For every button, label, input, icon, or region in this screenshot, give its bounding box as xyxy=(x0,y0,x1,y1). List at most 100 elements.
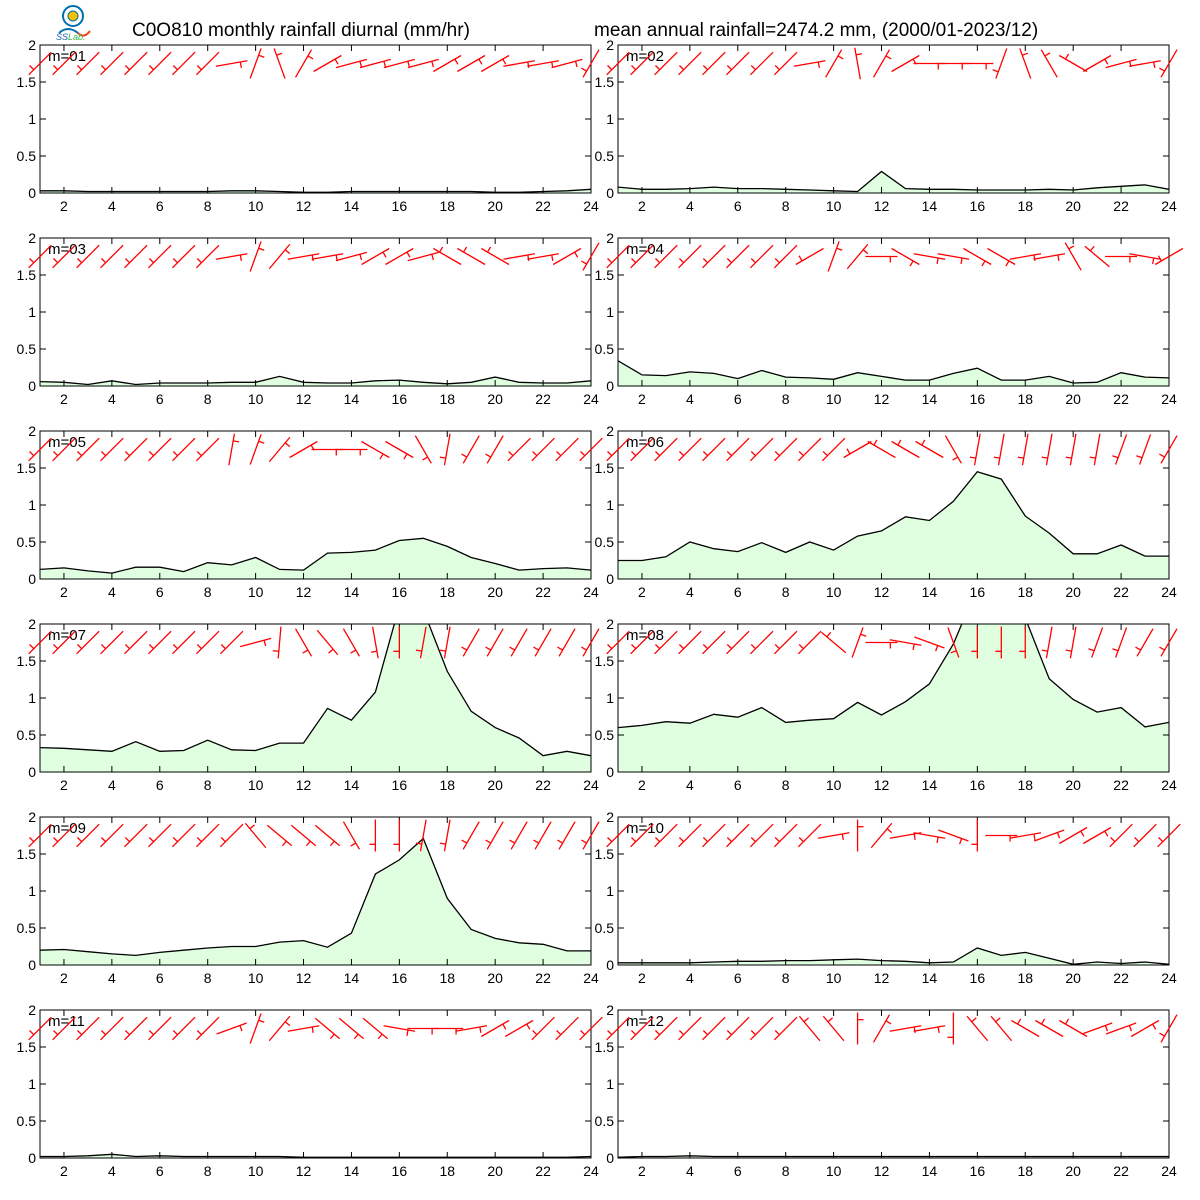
x-tick-label: 22 xyxy=(535,777,551,793)
wind-barb xyxy=(504,1019,534,1038)
wind-barb xyxy=(433,246,462,266)
x-tick-label: 8 xyxy=(204,1163,212,1179)
wind-barb xyxy=(335,448,368,456)
x-tick-label: 6 xyxy=(734,1163,742,1179)
wind-barb xyxy=(148,1016,172,1041)
x-tick-label: 16 xyxy=(392,777,408,793)
wind-barb xyxy=(726,630,750,655)
wind-barb xyxy=(124,51,148,76)
x-tick-label: 6 xyxy=(156,1163,164,1179)
wind-barb xyxy=(702,244,726,269)
y-tick-label: 0 xyxy=(606,957,614,973)
wind-barb xyxy=(148,244,172,269)
x-tick-label: 14 xyxy=(344,777,360,793)
x-tick-label: 16 xyxy=(970,1163,986,1179)
month-label: m=07 xyxy=(48,627,86,644)
wind-barb xyxy=(28,1016,52,1041)
y-tick-label: 0 xyxy=(606,764,614,780)
wind-barb xyxy=(171,244,196,269)
x-tick-label: 24 xyxy=(1161,777,1177,793)
x-tick-label: 10 xyxy=(826,970,842,986)
wind-barb xyxy=(1133,823,1157,848)
y-tick-label: 0 xyxy=(28,378,36,394)
wind-barb xyxy=(797,437,822,462)
y-tick-label: 2 xyxy=(606,809,614,825)
wind-barb xyxy=(216,1022,247,1035)
wind-barb xyxy=(407,58,439,69)
wind-barb xyxy=(287,1025,320,1033)
wind-barb xyxy=(171,1016,196,1041)
wind-barb xyxy=(856,819,864,852)
y-tick-label: 1.5 xyxy=(17,1039,37,1055)
wind-barb xyxy=(846,243,869,270)
plot-frame xyxy=(617,237,1170,387)
wind-barb xyxy=(1041,433,1053,466)
wind-barb xyxy=(947,1012,955,1045)
x-tick-label: 2 xyxy=(60,777,68,793)
y-tick-label: 0.5 xyxy=(17,534,37,550)
panel-m-03: 00.511.522 4 6 8 10 12 14 16 18 20 22 24m=03 xyxy=(17,230,600,407)
wind-barb xyxy=(961,62,994,70)
wind-barb xyxy=(385,247,414,266)
month-label: m=10 xyxy=(626,820,664,837)
rain-line xyxy=(618,170,1169,193)
wind-barb xyxy=(987,247,1016,267)
month-label: m=05 xyxy=(48,434,86,451)
wind-barb xyxy=(359,58,392,69)
wind-barb xyxy=(311,448,344,456)
x-tick-label: 6 xyxy=(734,777,742,793)
wind-barb xyxy=(773,1016,798,1041)
x-tick-label: 18 xyxy=(1017,777,1033,793)
rain-area xyxy=(40,1154,591,1158)
wind-barb xyxy=(148,51,172,76)
wind-barb xyxy=(797,823,822,848)
wind-barb xyxy=(798,1015,821,1042)
wind-barb xyxy=(971,819,978,852)
wind-barb xyxy=(316,629,339,656)
wind-barb xyxy=(825,49,844,78)
y-tick-label: 1 xyxy=(606,883,614,899)
rain-line xyxy=(40,537,591,574)
wind-barb xyxy=(749,823,774,848)
y-tick-label: 2 xyxy=(606,1002,614,1018)
wind-barb xyxy=(76,51,100,76)
x-tick-label: 22 xyxy=(1113,391,1129,407)
month-label: m=03 xyxy=(48,241,86,258)
y-tick-label: 1.5 xyxy=(17,653,37,669)
y-tick-label: 0.5 xyxy=(17,1113,37,1129)
wind-barb xyxy=(249,48,265,79)
wind-barb xyxy=(1159,1014,1178,1043)
wind-barb xyxy=(219,823,244,848)
wind-barb xyxy=(290,824,317,847)
wind-barb xyxy=(606,1016,630,1041)
wind-barb xyxy=(1065,433,1077,466)
month-label: m=12 xyxy=(626,1013,664,1030)
x-tick-label: 6 xyxy=(156,777,164,793)
panel-m-01: 00.511.522 4 6 8 10 12 14 16 18 20 22 24m=01 xyxy=(17,37,600,214)
rain-area xyxy=(618,171,1169,193)
wind-barb xyxy=(843,440,872,459)
rain-line xyxy=(40,837,591,957)
wind-barb xyxy=(854,47,863,80)
wind-barb xyxy=(76,630,100,655)
wind-barb xyxy=(678,437,702,462)
x-tick-label: 2 xyxy=(638,391,646,407)
wind-barb xyxy=(415,819,427,852)
wind-barb xyxy=(249,434,265,465)
wind-barb xyxy=(581,821,600,850)
x-tick-label: 12 xyxy=(296,391,312,407)
panel-m-10: 00.511.522 4 6 8 10 12 14 16 18 20 22 24m=10 xyxy=(595,809,1181,986)
wind-barb xyxy=(52,244,76,269)
wind-barb xyxy=(100,630,124,655)
x-tick-label: 20 xyxy=(1065,198,1081,214)
wind-barb xyxy=(821,437,846,462)
y-tick-label: 0 xyxy=(28,571,36,587)
wind-barb xyxy=(124,244,148,269)
wind-barb xyxy=(1058,53,1088,73)
x-tick-label: 8 xyxy=(204,198,212,214)
y-tick-label: 2 xyxy=(28,230,36,246)
y-tick-label: 1.5 xyxy=(595,267,615,283)
wind-barb xyxy=(485,628,504,657)
wind-barb xyxy=(1129,60,1161,68)
wind-barb xyxy=(726,437,750,462)
